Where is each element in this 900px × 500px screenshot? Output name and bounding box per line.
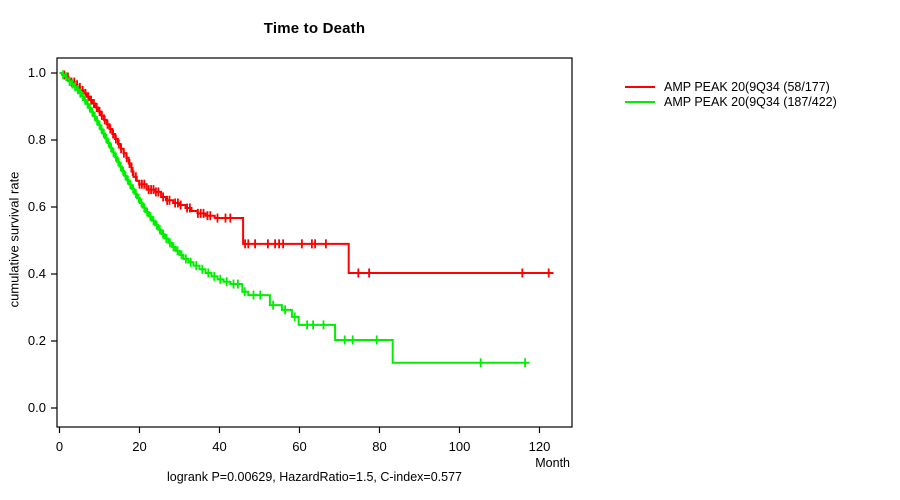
stats-annotation: logrank P=0.00629, HazardRatio=1.5, C-in… [167,470,462,484]
y-tick-label: 0.2 [27,333,46,348]
x-tick-label: 40 [212,439,227,454]
legend-row: AMP PEAK 20(9Q34 (58/177) [625,79,837,95]
x-tick-label: 120 [528,439,551,454]
x-tick-label: 0 [55,439,64,454]
legend-line-swatch [625,101,655,104]
x-axis-label: Month [535,456,570,470]
x-tick-label: 20 [132,439,147,454]
y-tick-label: 0.4 [27,266,46,281]
legend-label: AMP PEAK 20(9Q34 (58/177) [664,79,830,94]
legend-row: AMP PEAK 20(9Q34 (187/422) [625,95,837,111]
x-tick-label: 80 [372,439,387,454]
y-tick-label: 0.0 [27,400,46,415]
legend: AMP PEAK 20(9Q34 (58/177) AMP PEAK 20(9Q3… [625,79,837,110]
y-tick-label: 1.0 [27,65,46,80]
y-tick-label: 0.6 [27,199,46,214]
y-tick-label: 0.8 [27,132,46,147]
x-tick-label: 100 [448,439,471,454]
x-tick-label: 60 [292,439,307,454]
legend-line-swatch [625,85,655,88]
legend-label: AMP PEAK 20(9Q34 (187/422) [664,95,837,110]
y-axis-label: cumulative survival rate [6,171,22,308]
plot-frame [56,57,573,428]
chart-title: Time to Death [263,20,366,37]
survival-curve [59,72,554,274]
